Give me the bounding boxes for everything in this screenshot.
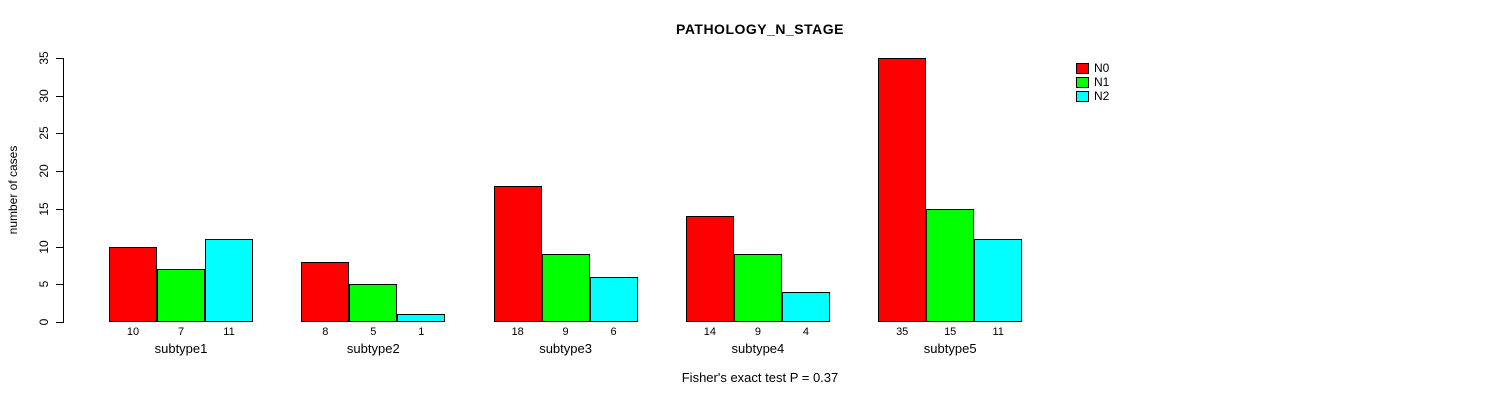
bar-N1-subtype1 (157, 269, 205, 322)
bar-value-label: 4 (802, 326, 809, 338)
category-label-subtype3: subtype3 (539, 341, 592, 356)
bar-N2-subtype5 (974, 239, 1023, 322)
bar-value-label: 8 (322, 326, 329, 338)
y-tick (56, 208, 63, 210)
bar-N2-subtype1 (205, 239, 253, 322)
y-tick-label: 15 (37, 202, 51, 216)
legend-item-N0: N0 (1076, 62, 1109, 75)
legend: N0 N1 N2 (1076, 62, 1109, 104)
y-tick-label: 25 (37, 126, 51, 141)
bar-value-label: 9 (754, 326, 761, 338)
bar-N1-subtype3 (541, 254, 590, 322)
y-tick (56, 246, 63, 248)
bar-value-label: 35 (896, 326, 909, 338)
bar-N1-subtype2 (349, 284, 398, 322)
bar-value-label: 11 (223, 326, 235, 338)
bar-N1-subtype5 (926, 208, 975, 322)
annotation-text: Fisher's exact test P = 0.37 (681, 370, 839, 385)
legend-label-N1: N1 (1094, 75, 1110, 89)
bar-N0-subtype4 (685, 216, 734, 322)
bar-value-label: 9 (562, 326, 569, 338)
bar-value-label: 10 (126, 326, 140, 338)
bar-N2-subtype3 (589, 276, 638, 322)
y-tick-label: 10 (37, 239, 51, 254)
bar-N1-subtype4 (733, 254, 782, 322)
y-tick (56, 284, 63, 286)
y-axis-label: number of cases (6, 145, 20, 235)
bar-value-label: 18 (511, 326, 524, 338)
y-tick-label: 35 (37, 51, 51, 65)
legend-item-N1: N1 (1076, 76, 1109, 89)
y-tick (56, 322, 63, 323)
y-tick-label: 0 (37, 318, 51, 326)
bar-value-label: 11 (992, 326, 1004, 338)
category-label-subtype2: subtype2 (346, 341, 400, 356)
y-tick (56, 171, 63, 173)
legend-label-N0: N0 (1094, 61, 1110, 75)
legend-item-N2: N2 (1076, 90, 1109, 103)
bar-value-label: 7 (177, 326, 185, 338)
bar-value-label: 6 (610, 326, 617, 338)
legend-swatch-N2 (1076, 91, 1089, 102)
y-axis-line (63, 58, 64, 323)
y-tick-label: 5 (37, 280, 51, 288)
bar-value-label: 5 (370, 326, 377, 338)
y-tick-label: 20 (37, 164, 51, 178)
bar-value-label: 1 (418, 326, 425, 338)
y-tick (56, 58, 63, 59)
chart-title: PATHOLOGY_N_STAGE (676, 21, 844, 37)
legend-swatch-N1 (1076, 77, 1089, 88)
y-tick-label: 30 (37, 89, 51, 103)
bar-N2-subtype4 (781, 291, 830, 322)
y-tick (56, 95, 63, 97)
bar-value-label: 14 (703, 326, 717, 338)
y-tick (56, 133, 63, 135)
legend-label-N2: N2 (1094, 89, 1110, 103)
legend-swatch-N0 (1076, 63, 1089, 74)
category-label-subtype5: subtype5 (923, 341, 977, 356)
category-label-subtype1: subtype1 (154, 341, 208, 356)
bar-value-label: 15 (944, 326, 957, 338)
bar-N0-subtype2 (301, 261, 350, 322)
bar-N0-subtype1 (109, 246, 157, 322)
category-label-subtype4: subtype4 (731, 341, 785, 356)
bar-N2-subtype2 (397, 314, 446, 322)
bar-N0-subtype3 (493, 186, 542, 322)
bar-N0-subtype5 (878, 58, 927, 322)
